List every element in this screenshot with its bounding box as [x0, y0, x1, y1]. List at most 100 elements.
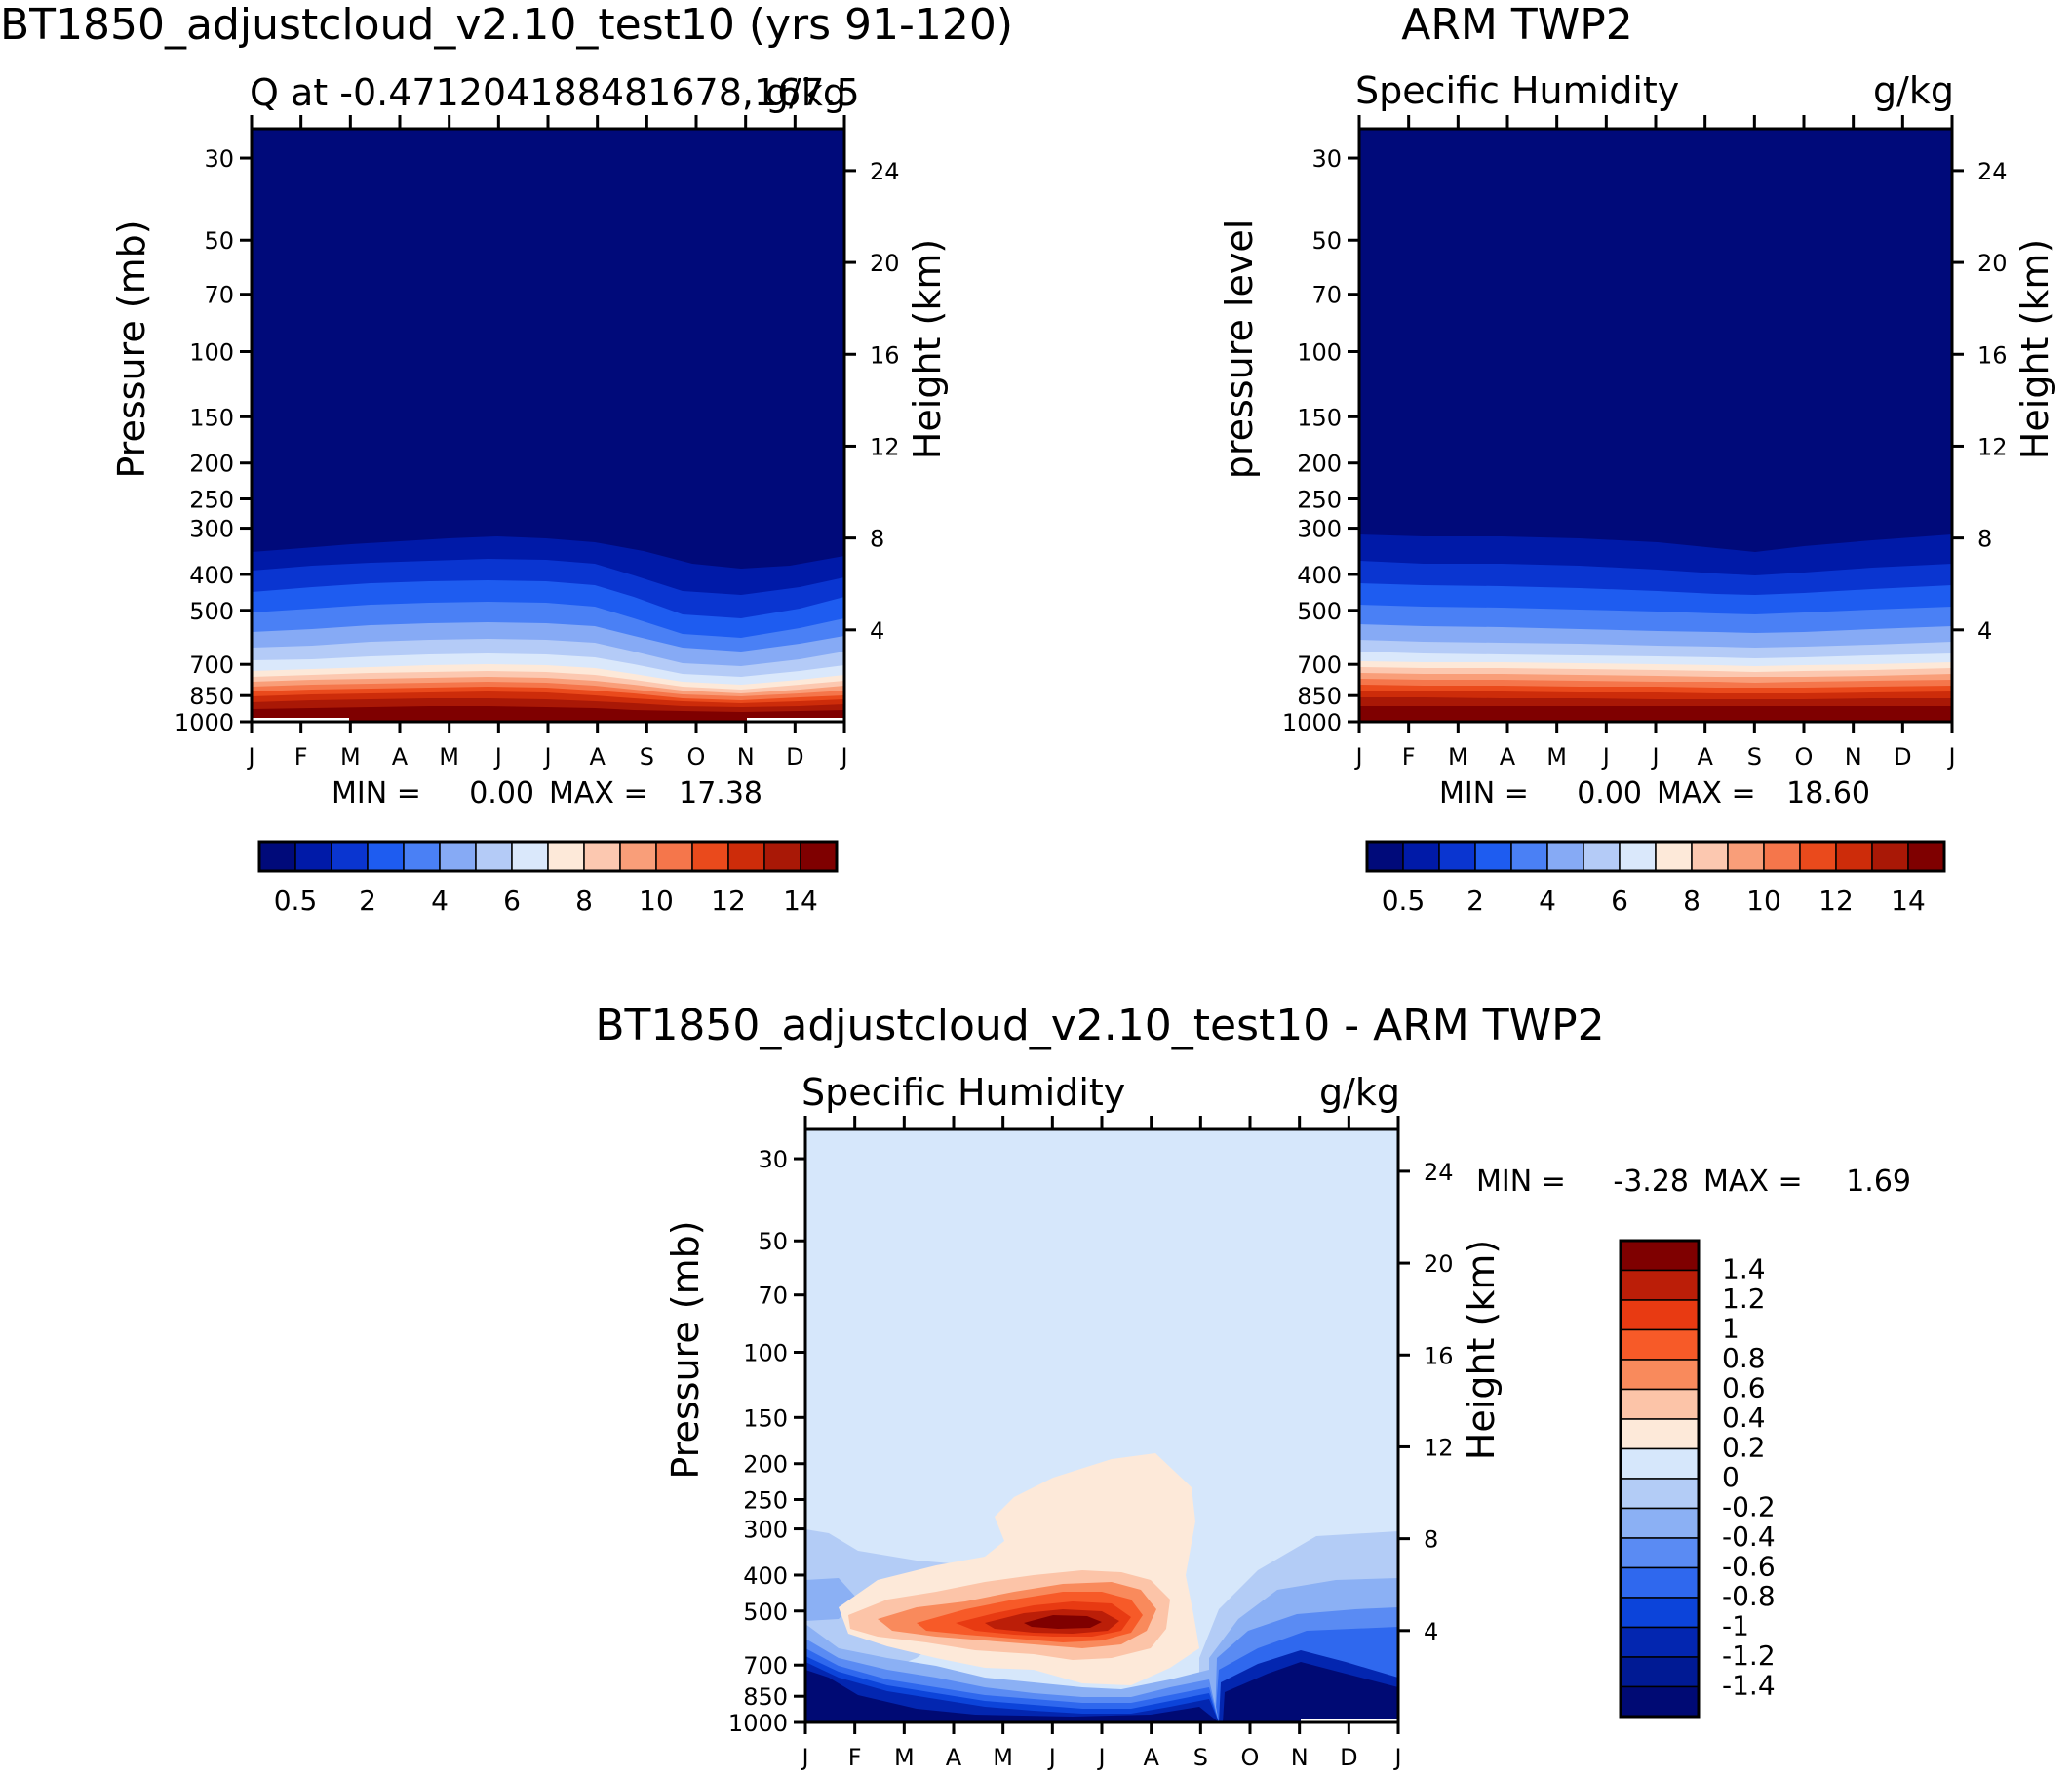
- month-tick-label: M: [439, 743, 459, 770]
- colorbar-swatch: [1621, 1419, 1699, 1449]
- y-axis-label-left: pressure level: [1218, 219, 1261, 480]
- y-axis-label-right: Height (km): [2013, 239, 2056, 459]
- colorbar-swatch: [1908, 842, 1944, 871]
- pressure-tick-label: 30: [1311, 145, 1342, 173]
- panel-model-min-label: MIN =: [332, 776, 421, 810]
- colorbar-swatch: [1621, 1330, 1699, 1361]
- colorbar-swatch: [404, 842, 440, 871]
- month-tick-label: S: [1747, 743, 1762, 770]
- month-tick-label: J: [839, 743, 847, 770]
- height-tick-label: 20: [1977, 250, 2008, 277]
- colorbar-label: 10: [1746, 885, 1781, 917]
- colorbar-swatch: [1621, 1241, 1699, 1271]
- colorbar-swatch: [1621, 1360, 1699, 1390]
- month-tick-label: O: [1241, 1744, 1260, 1771]
- colorbar-swatch: [1620, 842, 1656, 871]
- y-axis-label-left: Pressure (mb): [664, 1220, 707, 1479]
- panel-model-max-label: MAX =: [549, 776, 648, 810]
- colorbar-swatch: [1836, 842, 1872, 871]
- panel-obs-min-value: 0.00: [1577, 776, 1642, 810]
- colorbar-label: 14: [1891, 885, 1926, 917]
- height-tick-label: 4: [1424, 1618, 1438, 1645]
- colorbar-swatch: [1764, 842, 1800, 871]
- month-tick-label: M: [993, 1744, 1013, 1771]
- month-tick-label: N: [1291, 1744, 1309, 1771]
- pressure-tick-label: 250: [189, 487, 234, 514]
- pressure-tick-label: 50: [758, 1228, 788, 1255]
- pressure-tick-label: 700: [189, 652, 234, 679]
- height-tick-label: 16: [1424, 1342, 1454, 1369]
- colorbar-swatch: [1403, 842, 1439, 871]
- colorbar-swatch: [1692, 842, 1728, 871]
- pressure-tick-label: 850: [189, 683, 234, 710]
- colorbar-label: 2: [1466, 885, 1484, 917]
- colorbar-swatch: [764, 842, 801, 871]
- figure-canvas: BT1850_adjustcloud_v2.10_test10 (yrs 91-…: [0, 0, 2072, 1778]
- colorbar-swatch: [1583, 842, 1620, 871]
- month-tick-label: A: [1143, 1744, 1159, 1771]
- month-tick-label: J: [1353, 743, 1362, 770]
- colorbar-swatch: [620, 842, 656, 871]
- colorbar-label: -0.8: [1722, 1580, 1776, 1612]
- pressure-tick-label: 100: [743, 1339, 788, 1366]
- colorbar-label: 0.5: [274, 885, 318, 917]
- pressure-tick-label: 70: [758, 1283, 788, 1310]
- colorbar-swatch: [584, 842, 620, 871]
- pressure-tick-label: 850: [743, 1683, 788, 1711]
- panel-model-colorbar: 0.5 2 4 6 8 10 12 14: [259, 842, 837, 917]
- month-tick-label: J: [1946, 743, 1955, 770]
- panel-diff-max-label: MAX =: [1703, 1165, 1803, 1199]
- height-tick-label: 16: [1977, 341, 2008, 369]
- pressure-tick-label: 300: [743, 1517, 788, 1544]
- panel-model: BT1850_adjustcloud_v2.10_test10 (yrs 91-…: [0, 0, 1013, 917]
- pressure-tick-label: 150: [189, 404, 234, 431]
- colorbar-swatch: [692, 842, 728, 871]
- month-tick-label: M: [1448, 743, 1468, 770]
- colorbar-label: 0.6: [1722, 1372, 1766, 1404]
- pressure-tick-label: 30: [758, 1146, 788, 1173]
- month-tick-label: N: [737, 743, 755, 770]
- pressure-tick-label: 400: [743, 1562, 788, 1590]
- colorbar-label: 6: [1611, 885, 1628, 917]
- month-tick-label: M: [894, 1744, 915, 1771]
- panel-model-min-value: 0.00: [469, 776, 534, 810]
- height-tick-label: 16: [870, 341, 900, 369]
- month-tick-label: J: [493, 743, 502, 770]
- pressure-tick-label: 70: [1311, 282, 1342, 309]
- month-tick-label: A: [946, 1744, 962, 1771]
- height-tick-label: 20: [870, 250, 900, 277]
- panel-diff-min-label: MIN =: [1476, 1165, 1566, 1199]
- colorbar-swatch: [1621, 1598, 1699, 1628]
- month-tick-label: A: [392, 743, 409, 770]
- month-tick-label: J: [1650, 743, 1659, 770]
- colorbar-label: 0.4: [1722, 1402, 1766, 1434]
- height-tick-label: 24: [1424, 1159, 1454, 1186]
- month-tick-label: D: [786, 743, 803, 770]
- pressure-tick-label: 400: [189, 562, 234, 589]
- height-tick-label: 4: [1977, 617, 1992, 645]
- colorbar-swatch: [1621, 1479, 1699, 1509]
- colorbar-swatch: [1621, 1538, 1699, 1568]
- colorbar-label: 0.5: [1382, 885, 1426, 917]
- height-tick-label: 4: [870, 617, 884, 645]
- month-tick-label: O: [1795, 743, 1814, 770]
- panel-obs-contours: [1359, 129, 1952, 722]
- colorbar-swatch: [1475, 842, 1511, 871]
- month-tick-label: S: [1193, 1744, 1208, 1771]
- panel-diff-min-value: -3.28: [1613, 1165, 1689, 1199]
- colorbar-label: 12: [711, 885, 746, 917]
- pressure-tick-label: 300: [1297, 516, 1342, 543]
- colorbar-swatch: [728, 842, 764, 871]
- month-tick-label: J: [542, 743, 551, 770]
- month-tick-label: O: [687, 743, 706, 770]
- month-tick-label: J: [1601, 743, 1610, 770]
- pressure-tick-label: 200: [189, 451, 234, 478]
- pressure-tick-label: 500: [1297, 598, 1342, 625]
- colorbar-swatch: [1872, 842, 1908, 871]
- panel-obs-colorbar: 0.5 2 4 6 8 10 12 14: [1367, 842, 1944, 917]
- pressure-tick-label: 50: [204, 227, 234, 255]
- height-tick-label: 24: [1977, 158, 2008, 185]
- colorbar-swatch: [1621, 1509, 1699, 1539]
- pressure-tick-label: 700: [1297, 652, 1342, 679]
- pressure-tick-label: 850: [1297, 683, 1342, 710]
